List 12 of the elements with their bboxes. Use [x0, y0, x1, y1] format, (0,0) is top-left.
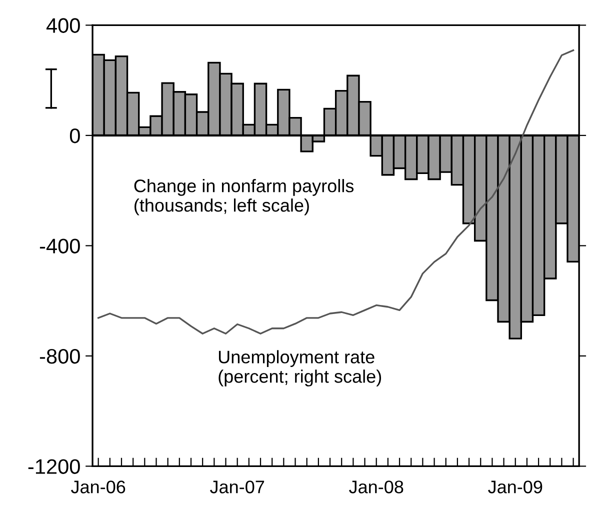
x-tick-label: Jan-09 — [488, 480, 542, 494]
y-tick-label: 400 — [46, 18, 80, 33]
x-tick-label: Jan-07 — [210, 480, 264, 494]
y-tick-label: -400 — [40, 238, 80, 254]
x-tick-label: Jan-06 — [71, 480, 126, 494]
x-tick-label: Jan-08 — [349, 480, 404, 494]
y-tick-label: -800 — [40, 348, 80, 364]
line-series — [97, 49, 574, 334]
annotation: Unemployment rate (percent; right scale) — [218, 350, 382, 386]
annotation: Change in nonfarm payrolls (thousands; left scale) — [134, 179, 354, 216]
y-tick-label: 0 — [70, 128, 80, 144]
y-tick-label: -1200 — [28, 459, 80, 474]
